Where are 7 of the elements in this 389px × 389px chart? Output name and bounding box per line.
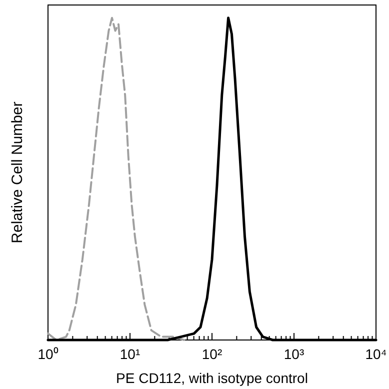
x-tick-label: 10² — [202, 346, 222, 362]
x-axis-title: PE CD112, with isotype control — [116, 370, 308, 386]
x-tick-label: 10⁴ — [365, 346, 387, 362]
y-axis-title: Relative Cell Number — [9, 102, 26, 244]
x-tick-label: 10³ — [284, 346, 304, 362]
x-tick-label: 10⁰ — [38, 346, 58, 362]
x-tick-label: 10¹ — [120, 346, 140, 362]
